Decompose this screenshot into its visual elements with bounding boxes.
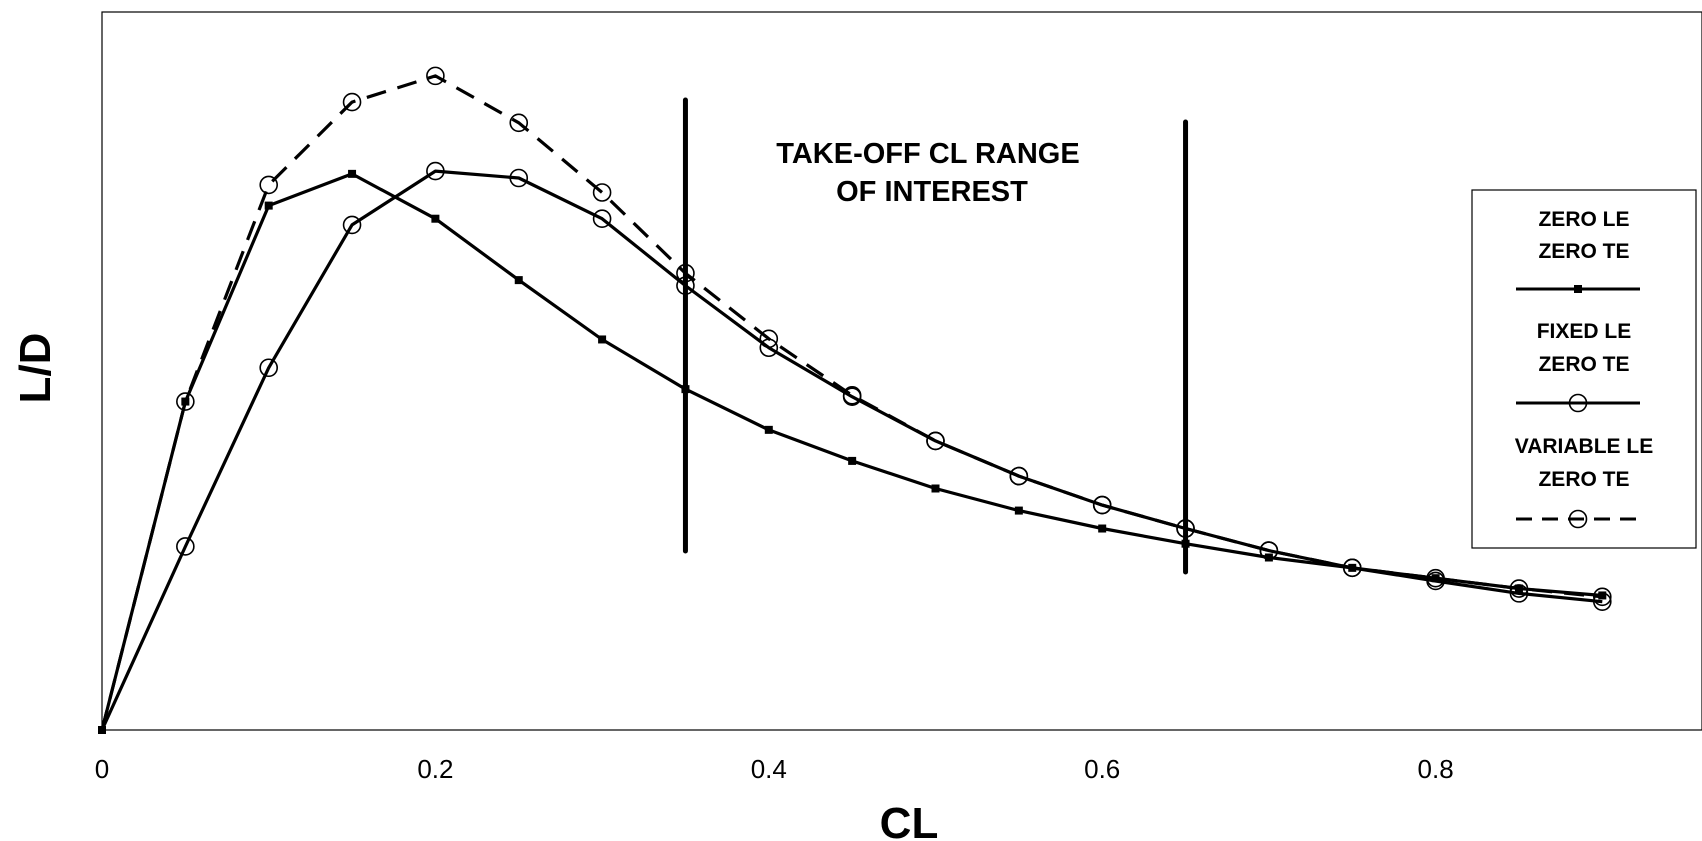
plot-frame (101, 11, 1702, 731)
data-point (592, 209, 612, 229)
data-point (1098, 524, 1107, 533)
x-tick-label: 0.2 (417, 754, 453, 784)
data-point (764, 425, 773, 434)
data-point (426, 161, 445, 181)
series-line (100, 172, 1603, 731)
legend-samples (1516, 285, 1640, 529)
data-point (1348, 563, 1357, 572)
x-tick-labels: 0 0.2 0.4 0.6 0.8 (95, 754, 1454, 784)
data-point (98, 726, 106, 734)
data-point (264, 201, 273, 210)
series-line (100, 169, 1603, 731)
data-point (676, 276, 695, 295)
data-point (176, 392, 195, 411)
data-point (592, 183, 612, 202)
legend-zero-le-line-1: ZERO LE (1538, 208, 1629, 231)
legend-box (1471, 189, 1697, 549)
data-point (514, 276, 523, 285)
data-point (176, 537, 195, 556)
data-point (431, 214, 440, 223)
data-point (931, 484, 940, 493)
annotation-line-1: TAKE-OFF CL RANGE (776, 138, 1079, 170)
data-point (1514, 584, 1523, 593)
data-point (1092, 495, 1112, 515)
data-point (509, 168, 529, 188)
legend-sample-marker-1 (1568, 393, 1588, 413)
series-1 (100, 161, 1612, 731)
data-point (848, 456, 857, 465)
legend-fixed-le-line-2: ZERO TE (1538, 353, 1629, 376)
data-point (676, 263, 695, 283)
y-axis-title: L/D (11, 333, 60, 404)
data-point (1593, 587, 1612, 607)
data-point (1598, 591, 1607, 600)
x-tick-label: 0.6 (1084, 754, 1120, 784)
data-point (426, 66, 445, 86)
data-point (342, 215, 362, 235)
legend-sample-marker-0 (1574, 285, 1582, 293)
data-point (759, 338, 779, 358)
x-tick-label: 0.8 (1418, 754, 1454, 784)
x-axis-title: CL (880, 799, 939, 841)
legend: ZERO LE ZERO TE FIXED LE ZERO TE VARIABL… (1471, 189, 1697, 549)
legend-variable-le-line-1: VARIABLE LE (1515, 435, 1653, 458)
data-point (926, 431, 945, 451)
data-point (1426, 571, 1445, 591)
data-point (1181, 539, 1190, 548)
annotation-line-2: OF INTEREST (836, 176, 1028, 208)
x-tick-label: 0.4 (751, 754, 787, 784)
data-point (181, 397, 190, 406)
series-layer (98, 66, 1612, 734)
data-point (342, 92, 362, 112)
data-point (348, 169, 357, 178)
legend-sample-marker-2 (1568, 509, 1588, 529)
x-tick-label: 0 (95, 754, 109, 784)
data-point (1176, 519, 1195, 538)
data-point (259, 175, 279, 195)
data-point (1009, 466, 1029, 486)
data-point (681, 385, 690, 394)
take-off-range-lines (682, 97, 1189, 575)
series-0 (98, 169, 1607, 734)
series-line (100, 74, 1603, 731)
data-point (842, 387, 862, 407)
data-point (1014, 506, 1023, 515)
legend-fixed-le-line-1: FIXED LE (1537, 320, 1632, 343)
data-point (598, 335, 607, 344)
data-point (1264, 553, 1273, 562)
legend-zero-le-line-2: ZERO TE (1538, 240, 1629, 263)
data-point (509, 113, 529, 133)
data-point (259, 358, 279, 378)
range-annotation: TAKE-OFF CL RANGE OF INTEREST (776, 138, 1079, 208)
legend-variable-le-line-2: ZERO TE (1538, 468, 1629, 491)
data-point (1431, 574, 1440, 583)
